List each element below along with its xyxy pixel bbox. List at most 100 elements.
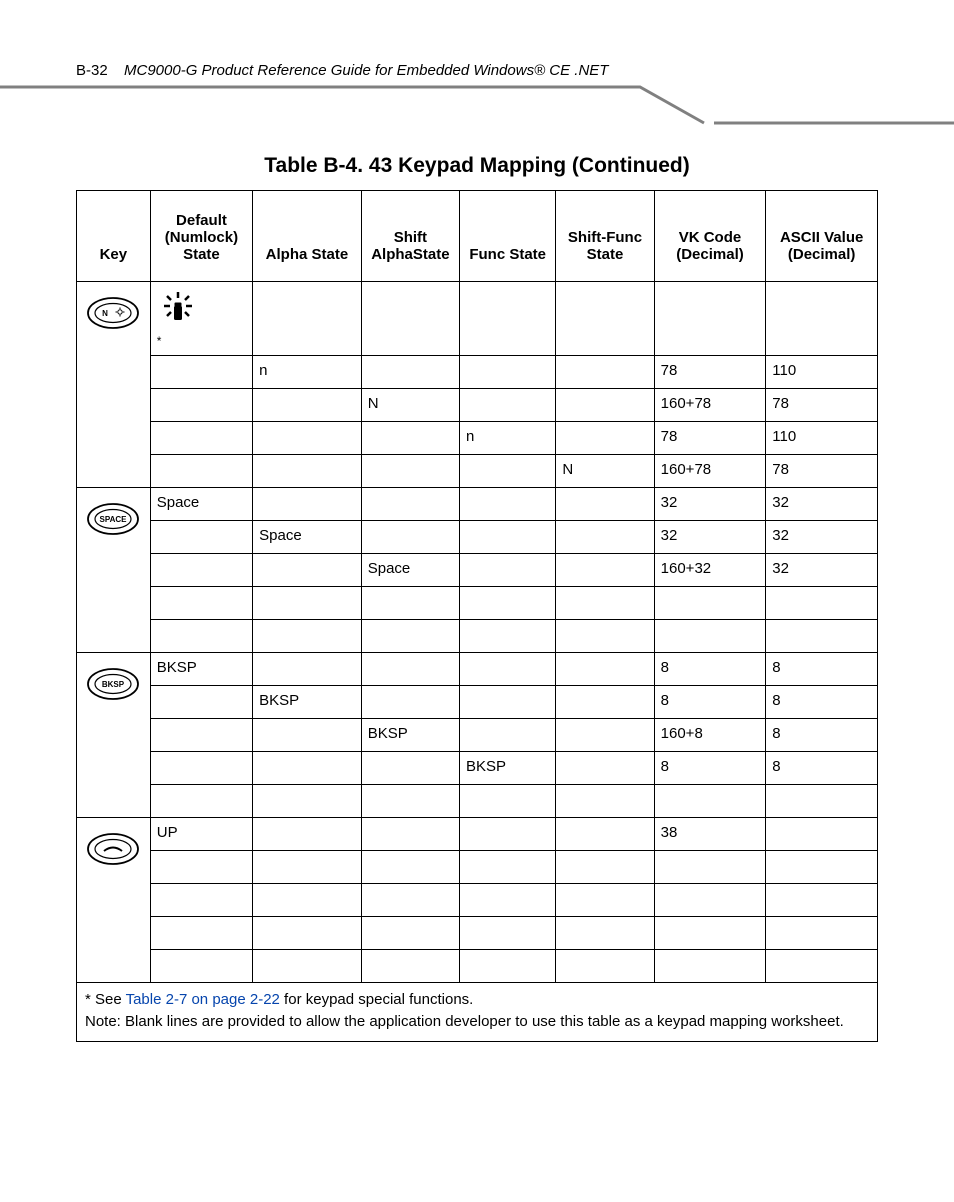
footnote-link[interactable]: Table 2-7 on page 2-22	[126, 991, 280, 1008]
table-cell	[361, 884, 459, 917]
table-footnote: * See Table 2-7 on page 2-22 for keypad …	[77, 983, 878, 1042]
table-cell	[556, 422, 654, 455]
table-cell	[654, 620, 766, 653]
key-cell	[77, 818, 151, 983]
table-cell: N	[556, 455, 654, 488]
table-cell	[766, 785, 878, 818]
table-cell	[253, 719, 362, 752]
table-cell: 110	[766, 422, 878, 455]
table-cell	[150, 785, 252, 818]
table-cell: 8	[766, 653, 878, 686]
table-cell	[766, 282, 878, 356]
table-cell	[460, 917, 556, 950]
table-cell	[150, 455, 252, 488]
key-cell: SPACE	[77, 488, 151, 653]
table-cell	[766, 620, 878, 653]
table-cell	[150, 587, 252, 620]
table-cell: 8	[654, 686, 766, 719]
table-cell: UP	[150, 818, 252, 851]
table-cell	[460, 620, 556, 653]
table-cell	[460, 455, 556, 488]
table-cell: 8	[654, 752, 766, 785]
table-cell	[556, 653, 654, 686]
key-cell: N	[77, 282, 151, 488]
table-cell	[460, 884, 556, 917]
table-cell: 32	[766, 554, 878, 587]
col-alpha: Alpha State	[253, 191, 362, 282]
table-cell: Space	[361, 554, 459, 587]
table-cell	[361, 653, 459, 686]
table-cell	[361, 521, 459, 554]
table-cell	[253, 422, 362, 455]
table-cell	[556, 752, 654, 785]
table-cell	[253, 488, 362, 521]
table-cell: Space	[150, 488, 252, 521]
table-cell	[361, 686, 459, 719]
header-divider	[0, 85, 954, 89]
table-cell	[361, 587, 459, 620]
table-cell	[150, 851, 252, 884]
up-key-icon	[86, 832, 140, 866]
table-cell: 160+32	[654, 554, 766, 587]
table-cell	[150, 356, 252, 389]
table-cell	[460, 950, 556, 983]
table-cell	[253, 851, 362, 884]
table-cell	[556, 950, 654, 983]
table-cell	[556, 521, 654, 554]
table-cell	[150, 686, 252, 719]
table-cell	[253, 884, 362, 917]
table-cell: 38	[654, 818, 766, 851]
table-cell: *	[150, 282, 252, 356]
asterisk: *	[157, 334, 162, 348]
col-func: Func State	[460, 191, 556, 282]
table-cell	[150, 917, 252, 950]
table-cell	[556, 917, 654, 950]
table-cell: n	[460, 422, 556, 455]
col-ascii: ASCII Value (Decimal)	[766, 191, 878, 282]
key-cell: BKSP	[77, 653, 151, 818]
col-shiftfunc: Shift-Func State	[556, 191, 654, 282]
table-cell	[460, 818, 556, 851]
table-cell	[253, 752, 362, 785]
table-cell	[361, 752, 459, 785]
footnote-suffix: for keypad special functions.	[280, 991, 473, 1008]
table-cell	[460, 587, 556, 620]
table-cell	[556, 554, 654, 587]
table-cell	[654, 785, 766, 818]
table-cell: 8	[766, 719, 878, 752]
space-key-icon: SPACE	[86, 502, 140, 536]
table-cell	[654, 950, 766, 983]
table-cell: BKSP	[361, 719, 459, 752]
table-cell	[654, 884, 766, 917]
table-cell	[361, 851, 459, 884]
table-cell	[253, 282, 362, 356]
svg-text:SPACE: SPACE	[100, 515, 128, 524]
table-cell	[556, 389, 654, 422]
table-cell	[150, 389, 252, 422]
table-cell	[556, 356, 654, 389]
table-cell	[150, 620, 252, 653]
table-cell	[654, 917, 766, 950]
table-cell	[556, 488, 654, 521]
table-cell	[556, 851, 654, 884]
col-vkcode: VK Code (Decimal)	[654, 191, 766, 282]
table-cell	[556, 818, 654, 851]
table-cell	[460, 653, 556, 686]
col-default: Default (Numlock) State	[150, 191, 252, 282]
table-cell	[556, 719, 654, 752]
col-key: Key	[77, 191, 151, 282]
table-cell	[253, 554, 362, 587]
table-cell: BKSP	[253, 686, 362, 719]
table-cell	[460, 356, 556, 389]
table-cell	[253, 620, 362, 653]
table-cell	[766, 851, 878, 884]
table-cell: BKSP	[150, 653, 252, 686]
table-cell	[460, 389, 556, 422]
table-cell	[654, 282, 766, 356]
table-cell	[150, 521, 252, 554]
table-cell	[361, 818, 459, 851]
table-cell	[150, 752, 252, 785]
table-cell	[766, 818, 878, 851]
table-cell	[361, 950, 459, 983]
table-cell	[150, 884, 252, 917]
